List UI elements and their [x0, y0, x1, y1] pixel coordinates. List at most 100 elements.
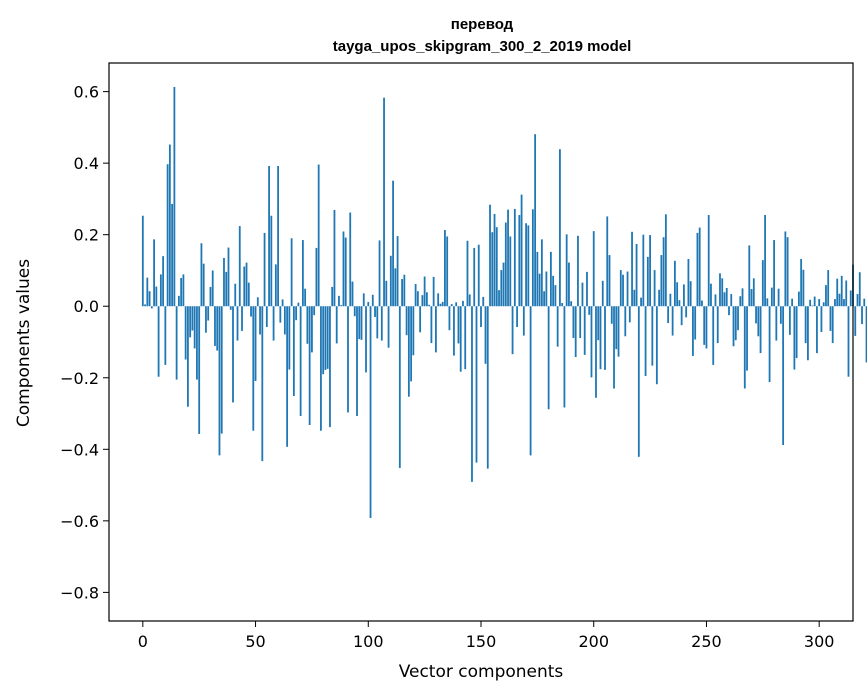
bar-95: [356, 306, 358, 417]
bar-157: [495, 227, 498, 307]
bar-319: [861, 306, 863, 325]
bar-232: [664, 214, 667, 307]
bar-122: [416, 291, 419, 307]
bar-162: [507, 209, 509, 307]
bar-301: [820, 306, 823, 332]
bar-142: [462, 300, 464, 307]
bar-134: [444, 230, 446, 307]
bar-67: [292, 306, 295, 397]
bar-118: [407, 306, 410, 397]
bar-310: [840, 275, 843, 307]
bar-124: [421, 295, 424, 307]
bar-277: [766, 298, 769, 307]
bar-283: [779, 306, 782, 324]
y-tick-label-5: 0.2: [74, 226, 99, 245]
bar-177: [540, 239, 543, 307]
bar-263: [734, 306, 737, 341]
bar-123: [419, 306, 422, 333]
bar-307: [834, 299, 836, 307]
bar-39: [229, 306, 232, 310]
bar-316: [854, 306, 857, 336]
bar-260: [728, 306, 730, 316]
bar-210: [615, 306, 618, 350]
bar-255: [716, 306, 719, 344]
bar-299: [816, 306, 818, 354]
bar-228: [655, 306, 658, 385]
bar-8: [159, 274, 162, 307]
bar-240: [683, 284, 685, 307]
bar-52: [259, 306, 261, 335]
bar-224: [646, 256, 649, 307]
bar-28: [205, 306, 207, 333]
bar-254: [714, 294, 717, 307]
bar-220: [637, 306, 640, 457]
bar-274: [759, 306, 762, 354]
bar-167: [518, 215, 521, 307]
bar-317: [856, 294, 859, 307]
bar-244: [692, 306, 694, 356]
bar-152: [484, 306, 487, 364]
bar-66: [290, 238, 293, 307]
bar-314: [849, 290, 852, 307]
bar-166: [516, 306, 518, 327]
bar-161: [504, 222, 507, 307]
bar-109: [387, 306, 390, 348]
chart-title-line-1: перевод: [451, 16, 514, 33]
bar-115: [401, 279, 403, 307]
bar-97: [360, 306, 363, 340]
bar-243: [689, 281, 692, 307]
bar-119: [410, 306, 413, 382]
bar-196: [583, 306, 586, 355]
bar-59: [274, 264, 277, 307]
bar-69: [297, 302, 300, 307]
bar-305: [829, 306, 832, 331]
bar-311: [843, 299, 845, 307]
bar-31: [211, 270, 214, 307]
bar-296: [809, 299, 812, 307]
bar-237: [676, 282, 679, 307]
bar-14: [173, 86, 176, 307]
bar-279: [770, 287, 773, 307]
bar-180: [547, 306, 550, 410]
bar-89: [342, 231, 345, 307]
bar-126: [425, 292, 428, 307]
bar-94: [353, 306, 356, 317]
bar-111: [392, 180, 394, 307]
bar-88: [340, 305, 343, 307]
bar-86: [335, 306, 338, 344]
bar-266: [741, 288, 744, 307]
bar-19: [184, 306, 187, 360]
bar-195: [581, 282, 584, 307]
x-tick-label-200: 200: [578, 632, 609, 651]
bar-128: [430, 306, 433, 344]
bar-105: [378, 240, 381, 307]
bar-300: [818, 299, 821, 307]
bar-137: [450, 304, 453, 307]
bar-81: [324, 306, 327, 370]
bar-4: [150, 306, 153, 309]
bar-187: [563, 306, 566, 408]
y-axis: −0.8 −0.6 −0.4 −0.2 0.0 0.2 0.4 0.6: [60, 83, 109, 602]
bar-130: [435, 306, 437, 353]
bar-193: [577, 235, 579, 307]
bar-208: [610, 306, 613, 324]
bar-116: [403, 274, 406, 307]
bar-58: [272, 306, 275, 341]
bar-74: [308, 306, 311, 425]
bar-15: [175, 306, 178, 380]
y-axis-label: Components values: [14, 259, 34, 427]
bar-169: [522, 306, 525, 336]
bar-321: [865, 306, 867, 363]
x-axis: 0 50 100 150 200 250 300: [138, 621, 834, 651]
bar-131: [437, 293, 440, 307]
bar-21: [189, 306, 192, 338]
bar-108: [385, 280, 388, 307]
bar-182: [552, 275, 555, 307]
bar-73: [306, 306, 309, 344]
bar-2: [146, 277, 149, 307]
bar-125: [423, 276, 426, 307]
bar-75: [311, 306, 313, 353]
bar-269: [748, 245, 751, 307]
bar-9: [162, 256, 165, 307]
bar-221: [640, 297, 642, 307]
